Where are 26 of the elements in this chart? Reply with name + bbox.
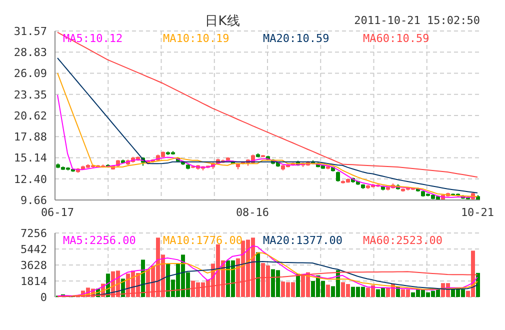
text: 2011-10-21 15:02:50: [354, 14, 480, 27]
text: MA20:10.59: [263, 32, 330, 45]
y-tick-label: 12.40: [14, 172, 47, 186]
x-tick-label: 08-16: [236, 206, 270, 219]
y-tick-label: 3628: [20, 258, 47, 272]
y-tick-label: 5442: [20, 242, 47, 256]
y-tick-label: 20.62: [14, 109, 47, 122]
x-tick-label: 06-17: [40, 206, 74, 219]
y-tick-label: 7256: [20, 226, 47, 240]
y-tick-label: 31.57: [14, 24, 47, 38]
y-tick-label: 23.35: [14, 88, 47, 102]
y-tick-label: 15.14: [14, 152, 48, 165]
series-label: MA10:1776.00: [163, 234, 242, 247]
x-tick-label: 10-21: [460, 206, 494, 219]
y-tick-label: 17.88: [14, 130, 47, 144]
text: MA60:2523.00: [363, 234, 442, 247]
y-tick-label: 26.09: [14, 67, 47, 80]
y-tick-label: 28.83: [14, 46, 47, 60]
y-tick-label: 1814: [20, 274, 48, 288]
y-tick-label: 9.66: [20, 194, 47, 207]
text: MA10:10.19: [163, 32, 230, 45]
text: MA5:2256.00: [63, 234, 136, 247]
y-tick-label: 0: [40, 290, 47, 304]
chart-title: 日K线: [205, 14, 240, 29]
text: MA60:10.59: [363, 32, 430, 45]
series-label: MA20:1377.00: [263, 234, 342, 247]
